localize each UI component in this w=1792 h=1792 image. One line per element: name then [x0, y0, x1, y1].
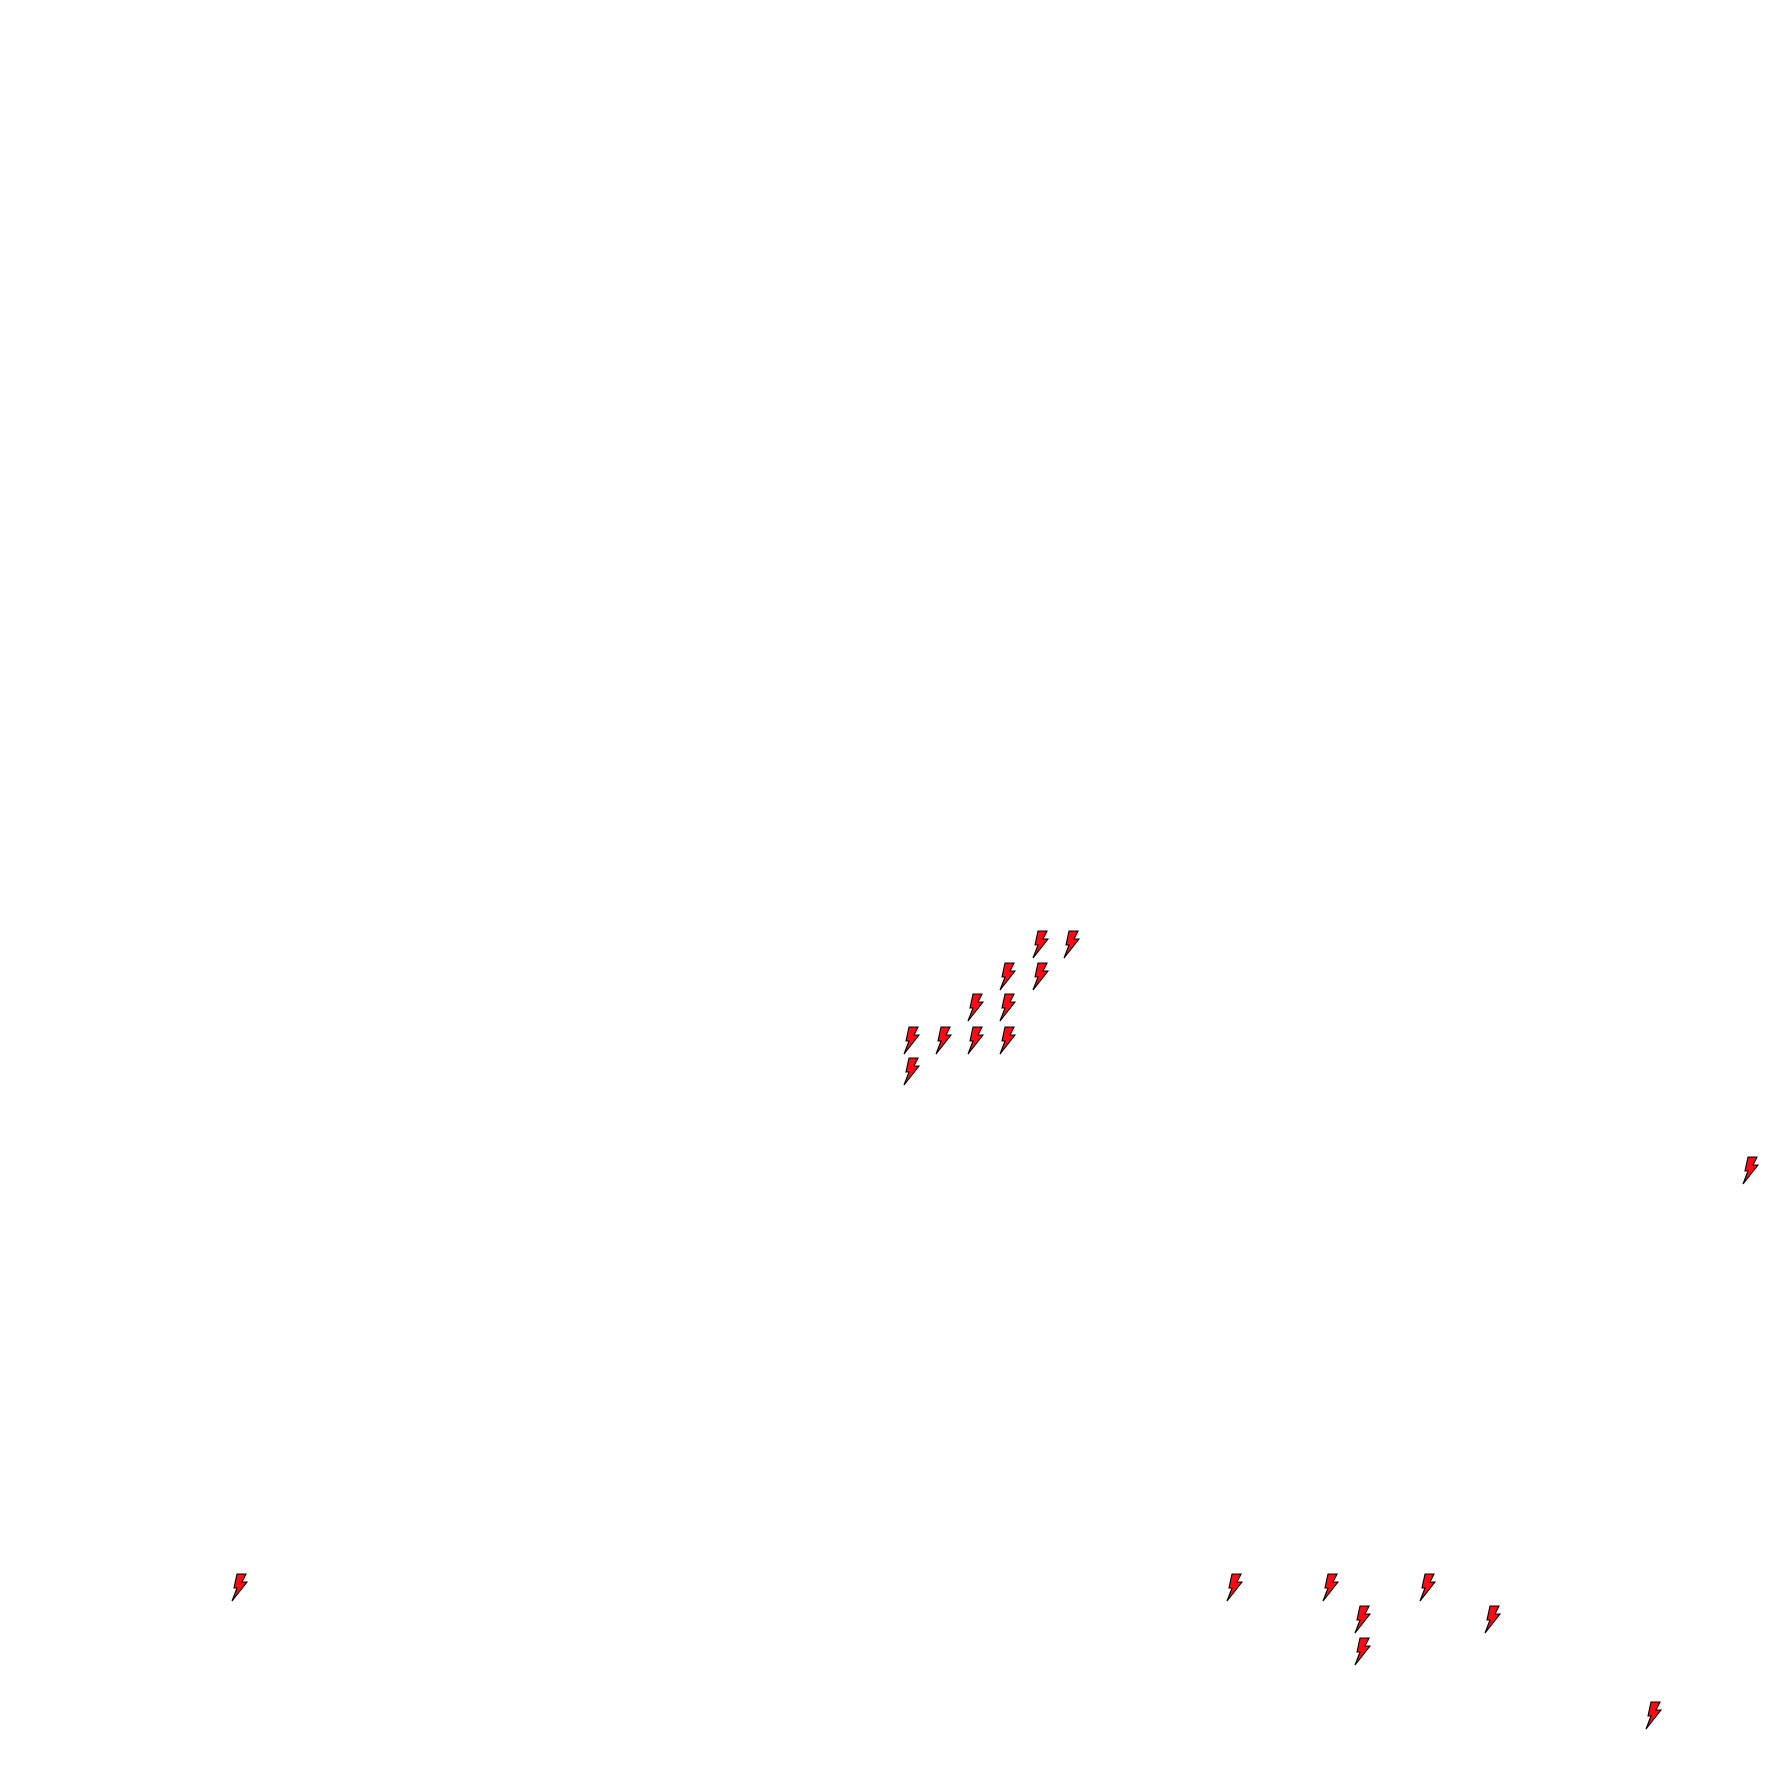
- lightning-bolt-icon: [999, 962, 1016, 991]
- lightning-bolt-icon: [903, 1026, 920, 1055]
- lightning-bolt-icon: [1742, 1156, 1759, 1185]
- lightning-bolt-icon: [1226, 1573, 1243, 1602]
- lightning-bolt-icon: [1322, 1573, 1339, 1602]
- lightning-bolt-icon: [1419, 1573, 1436, 1602]
- lightning-bolt-icon: [999, 1026, 1016, 1055]
- lightning-bolt-icon: [1354, 1637, 1371, 1666]
- lightning-bolt-icon: [999, 993, 1016, 1022]
- lightning-bolt-icon: [1354, 1605, 1371, 1634]
- lightning-bolt-icon: [935, 1026, 952, 1055]
- lightning-bolt-icon: [1032, 962, 1049, 991]
- lightning-bolt-icon: [1032, 930, 1049, 959]
- lightning-bolt-icon: [1484, 1605, 1501, 1634]
- lightning-bolt-icon: [1645, 1701, 1662, 1730]
- lightning-bolt-icon: [967, 993, 984, 1022]
- lightning-bolt-icon: [903, 1057, 920, 1086]
- lightning-bolt-icon: [1063, 930, 1080, 959]
- lightning-bolt-icon: [231, 1573, 248, 1602]
- lightning-bolt-icon: [967, 1026, 984, 1055]
